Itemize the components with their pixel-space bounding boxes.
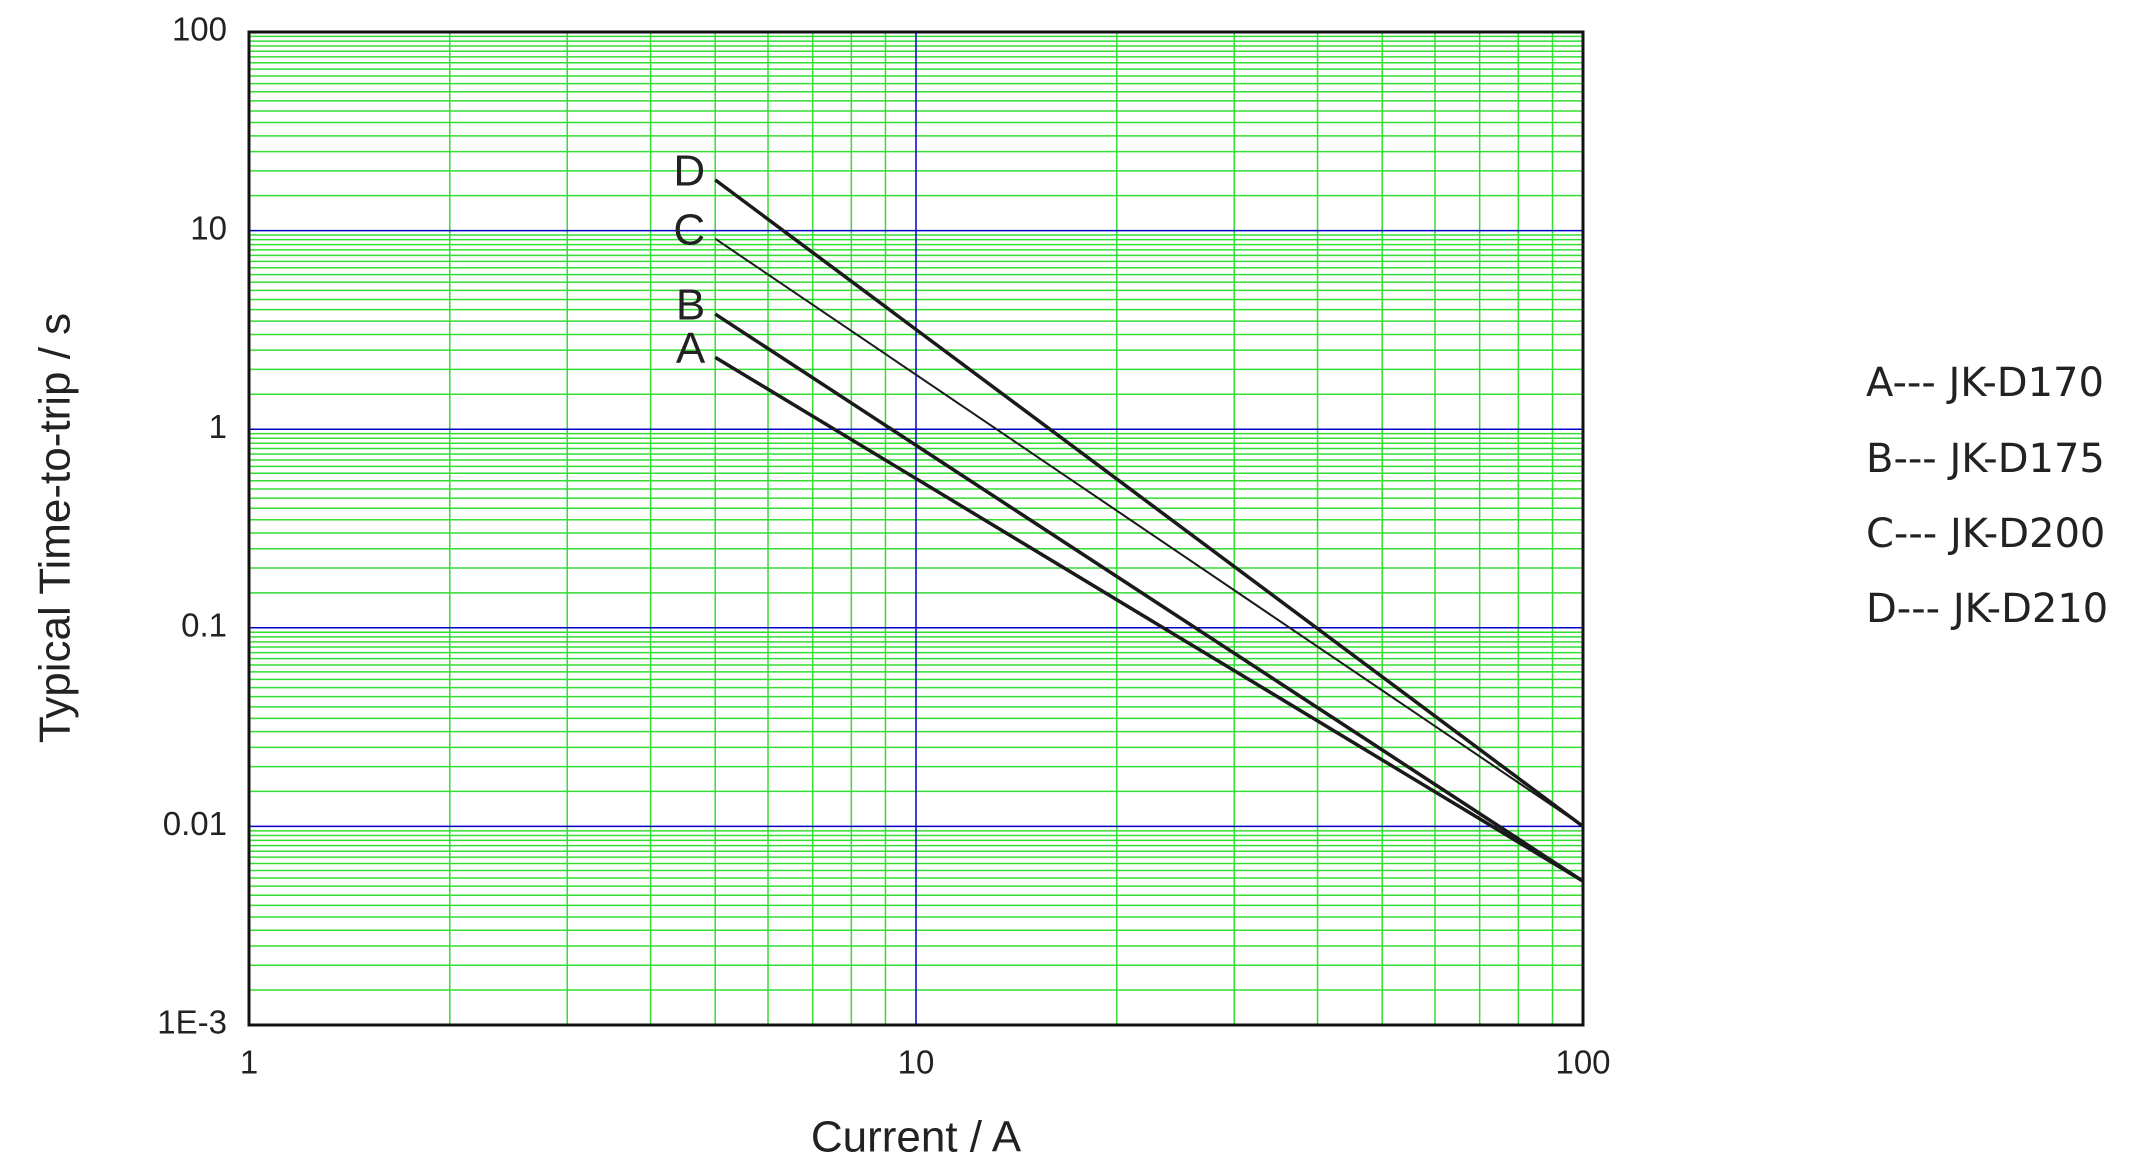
curve-label: A [676,324,706,373]
y-tick-label: 0.01 [163,805,227,842]
legend-entry: D--- JK-D210 [1866,586,2108,632]
curve-label: B [676,281,705,330]
curve [714,312,1584,883]
legend-entry: C--- JK-D200 [1866,511,2105,557]
curve-label: D [673,147,705,196]
y-tick-label: 10 [190,209,227,246]
y-tick-label: 100 [172,11,227,48]
curve [714,355,1584,883]
legend-entry: A--- JK-D170 [1866,360,2104,406]
y-tick-label: 0.1 [181,607,227,644]
x-axis-title: Current / A [811,1113,1022,1162]
x-tick-label: 10 [898,1044,935,1081]
y-tick-label: 1E-3 [157,1004,227,1041]
curve-label: C [673,205,705,254]
plot-frame [247,30,1585,1027]
y-tick-label: 1 [209,408,227,445]
curve [714,237,1584,828]
legend-entry: B--- JK-D175 [1866,436,2105,482]
y-axis-title: Typical Time-to-trip / s [31,313,80,743]
curve [714,178,1585,828]
x-tick-label: 100 [1555,1044,1610,1081]
x-tick-label: 1 [240,1044,258,1081]
